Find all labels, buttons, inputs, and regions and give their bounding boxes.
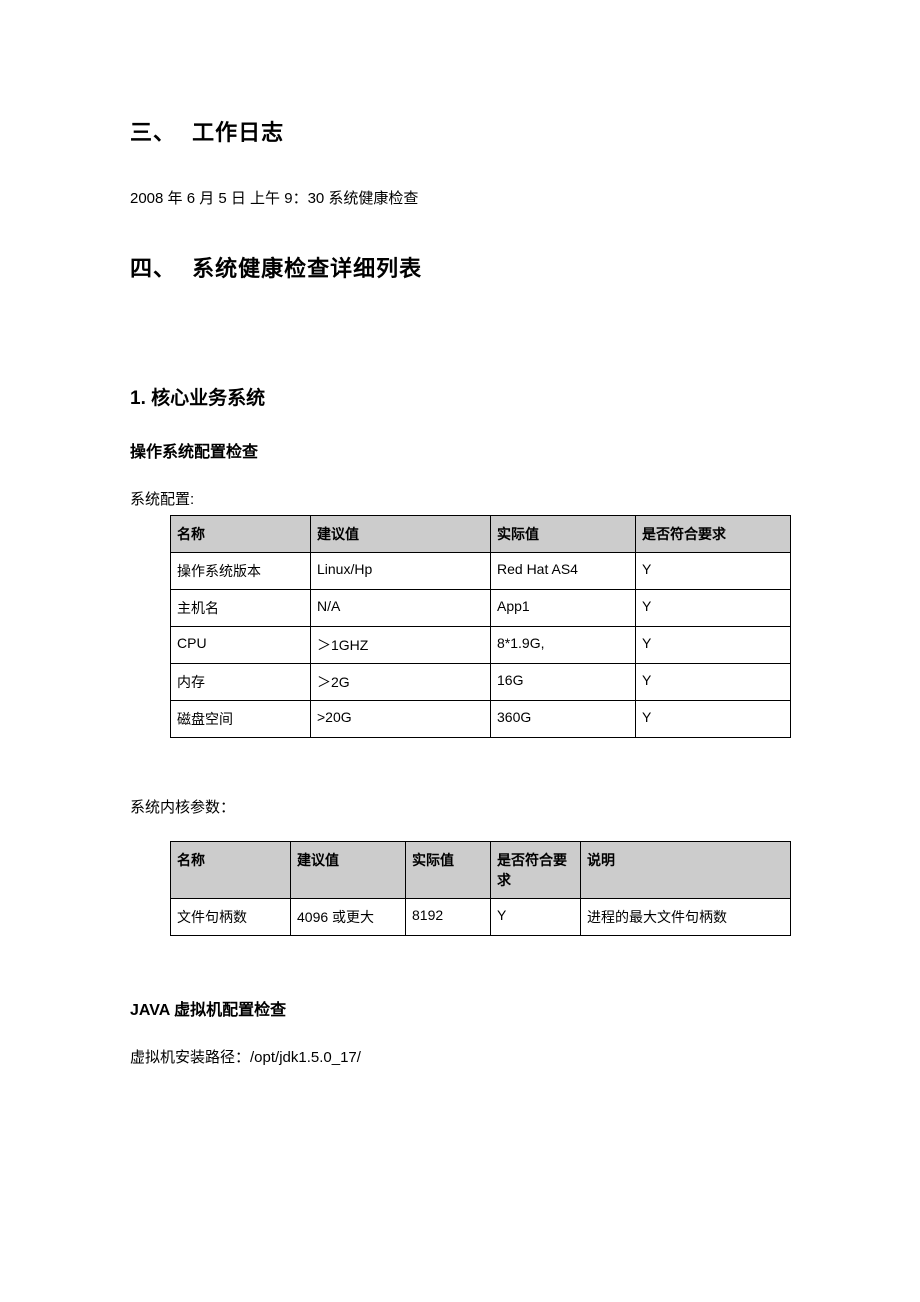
table-header-cell: 建议值 bbox=[311, 516, 491, 553]
table-cell: 16G bbox=[491, 664, 636, 701]
table-cell: 文件句柄数 bbox=[171, 899, 291, 936]
os-config-heading: 操作系统配置检查 bbox=[130, 438, 790, 462]
table-cell: N/A bbox=[311, 590, 491, 627]
table-row: 文件句柄数4096 或更大8192Y进程的最大文件句柄数 bbox=[171, 899, 791, 936]
table-row: 操作系统版本Linux/HpRed Hat AS4Y bbox=[171, 553, 791, 590]
table-cell: 8192 bbox=[406, 899, 491, 936]
table-header-cell: 是否符合要求 bbox=[636, 516, 791, 553]
table-header-cell: 实际值 bbox=[491, 516, 636, 553]
table-cell: Y bbox=[636, 590, 791, 627]
spacer bbox=[130, 823, 790, 841]
table-cell: 进程的最大文件句柄数 bbox=[581, 899, 791, 936]
section-3-title: 工作日志 bbox=[192, 120, 284, 145]
table-cell: ＞2G bbox=[311, 664, 491, 701]
section-4-title: 系统健康检查详细列表 bbox=[192, 256, 422, 281]
subsection-1-title: 核心业务系统 bbox=[151, 388, 265, 409]
subsection-1-heading: 1. 核心业务系统 bbox=[130, 383, 790, 410]
table-row: 主机名N/AApp1Y bbox=[171, 590, 791, 627]
system-config-label: 系统配置: bbox=[130, 488, 790, 509]
section-3-heading: 三、 工作日志 bbox=[130, 115, 790, 147]
table-row: 磁盘空间>20G360GY bbox=[171, 701, 791, 738]
table-cell: Y bbox=[636, 553, 791, 590]
table-cell: 操作系统版本 bbox=[171, 553, 311, 590]
subsection-1-num: 1. bbox=[130, 388, 146, 409]
table-header-cell: 名称 bbox=[171, 516, 311, 553]
system-config-table: 名称建议值实际值是否符合要求操作系统版本Linux/HpRed Hat AS4Y… bbox=[170, 515, 791, 738]
vm-install-path-label: 虚拟机安装路径： bbox=[130, 1049, 250, 1066]
kernel-params-label: 系统内核参数： bbox=[130, 796, 790, 817]
table-cell: Y bbox=[636, 627, 791, 664]
section-4-heading: 四、 系统健康检查详细列表 bbox=[130, 251, 790, 283]
table-cell: ＞1GHZ bbox=[311, 627, 491, 664]
table-row: 内存＞2G16GY bbox=[171, 664, 791, 701]
table-header-cell: 说明 bbox=[581, 842, 791, 899]
table-cell: Y bbox=[636, 664, 791, 701]
table-header-cell: 建议值 bbox=[291, 842, 406, 899]
java-vm-heading: JAVA 虚拟机配置检查 bbox=[130, 996, 790, 1020]
table-cell: Y bbox=[636, 701, 791, 738]
table-cell: Y bbox=[491, 899, 581, 936]
table-row: CPU＞1GHZ8*1.9G,Y bbox=[171, 627, 791, 664]
vm-install-path-value: /opt/jdk1.5.0_17/ bbox=[250, 1049, 361, 1066]
table-cell: 内存 bbox=[171, 664, 311, 701]
table-header-cell: 是否符合要求 bbox=[491, 842, 581, 899]
table-cell: 360G bbox=[491, 701, 636, 738]
section-3-num: 三、 bbox=[130, 115, 185, 147]
table-cell: Linux/Hp bbox=[311, 553, 491, 590]
table-cell: >20G bbox=[311, 701, 491, 738]
table-cell: 主机名 bbox=[171, 590, 311, 627]
table-cell: App1 bbox=[491, 590, 636, 627]
table-header-cell: 实际值 bbox=[406, 842, 491, 899]
spacer bbox=[130, 323, 790, 353]
table-cell: 8*1.9G, bbox=[491, 627, 636, 664]
table-cell: 磁盘空间 bbox=[171, 701, 311, 738]
spacer bbox=[130, 946, 790, 976]
kernel-params-table: 名称建议值实际值是否符合要求说明文件句柄数4096 或更大8192Y进程的最大文… bbox=[170, 841, 791, 936]
worklog-entry: 2008 年 6 月 5 日 上午 9：30 系统健康检查 bbox=[130, 187, 790, 211]
table-cell: CPU bbox=[171, 627, 311, 664]
document-page: 三、 工作日志 2008 年 6 月 5 日 上午 9：30 系统健康检查 四、… bbox=[0, 0, 920, 1302]
spacer bbox=[130, 748, 790, 796]
vm-install-path-line: 虚拟机安装路径：/opt/jdk1.5.0_17/ bbox=[130, 1046, 790, 1070]
table-cell: Red Hat AS4 bbox=[491, 553, 636, 590]
table-header-cell: 名称 bbox=[171, 842, 291, 899]
table-cell: 4096 或更大 bbox=[291, 899, 406, 936]
section-4-num: 四、 bbox=[130, 251, 185, 283]
